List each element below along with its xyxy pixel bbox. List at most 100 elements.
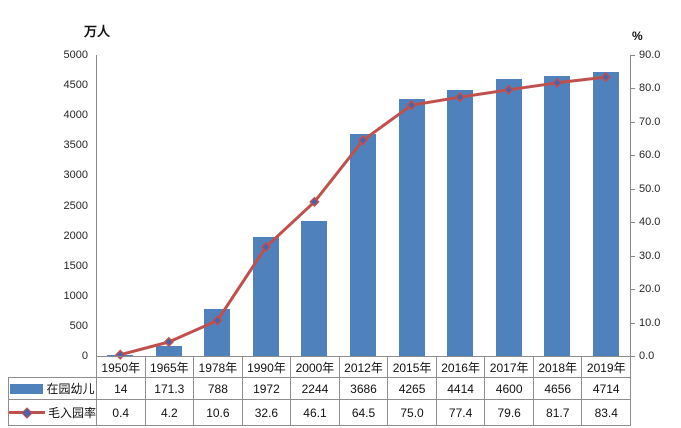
left-axis-tick-label: 0 xyxy=(81,350,88,362)
year-cell: 2000年 xyxy=(290,356,340,378)
right-axis-line xyxy=(630,55,631,356)
value-cell: 77.4 xyxy=(435,399,486,426)
right-axis-tick xyxy=(630,155,635,157)
right-axis-tick-label: 20.0 xyxy=(639,283,661,296)
line-marker xyxy=(163,336,175,348)
bar-segment xyxy=(544,75,571,356)
right-axis-tick-label: 10.0 xyxy=(639,316,661,329)
right-axis-tick-label: 90.0 xyxy=(639,49,661,61)
left-axis-tick-label: 1000 xyxy=(63,289,88,302)
bar-segment xyxy=(447,90,474,356)
value-cell: 3686 xyxy=(338,377,389,400)
right-axis-tick xyxy=(630,356,635,357)
right-axis-tick-label: 30.0 xyxy=(639,249,661,262)
left-axis-tick-label: 5000 xyxy=(63,49,88,61)
right-axis-tick-label: 50.0 xyxy=(639,182,661,195)
right-axis-tick xyxy=(630,88,635,90)
legend-cell-line: 毛入园率 xyxy=(8,399,97,426)
right-axis-tick-label: 80.0 xyxy=(639,82,661,95)
right-axis-tick xyxy=(630,121,635,123)
left-axis-tick-label: 4500 xyxy=(63,79,88,92)
left-axis-tick-label: 2500 xyxy=(63,199,88,212)
value-cell: 1972 xyxy=(241,377,292,400)
value-cell: 4414 xyxy=(435,377,486,400)
bar-segment xyxy=(398,99,425,356)
line-marker xyxy=(357,135,369,146)
right-axis-tick xyxy=(630,188,635,190)
right-axis-tick xyxy=(630,255,635,257)
left-axis-tick-label: 1500 xyxy=(63,259,88,272)
line-path xyxy=(118,75,608,357)
value-cell: 64.5 xyxy=(338,399,389,426)
table-corner-cell xyxy=(9,357,97,378)
year-cell: 1950年 xyxy=(96,356,146,378)
year-cell: 2016年 xyxy=(435,356,486,378)
line-marker xyxy=(309,196,320,208)
year-cell: 2012年 xyxy=(338,356,389,378)
right-axis-tick-label: 60.0 xyxy=(639,149,661,162)
bar-segment xyxy=(252,237,279,356)
line-marker xyxy=(406,99,417,111)
left-axis-tick-label: 500 xyxy=(69,319,88,332)
value-cell: 10.6 xyxy=(193,399,243,426)
value-cell: 788 xyxy=(193,377,243,400)
year-cell: 1978年 xyxy=(193,356,243,378)
left-axis-tick-label: 2000 xyxy=(63,229,88,242)
bar-segment xyxy=(155,345,182,356)
legend-entry: 在园幼儿 xyxy=(10,380,96,397)
bar-segment xyxy=(350,134,376,356)
right-axis-title: % xyxy=(632,29,643,43)
series-name: 在园幼儿 xyxy=(46,382,95,396)
value-cell: 4265 xyxy=(387,377,437,400)
year-cell: 2019年 xyxy=(581,356,632,378)
line-marker xyxy=(551,77,563,88)
legend-entry: 毛入园率 xyxy=(9,404,96,421)
bar-segment xyxy=(301,220,328,356)
left-axis-tick-label: 4000 xyxy=(63,109,88,122)
left-axis-tick-label: 3000 xyxy=(63,169,88,182)
left-axis-title: 万人 xyxy=(84,24,111,39)
right-axis-tick-label: 0.0 xyxy=(639,350,655,362)
value-cell: 14 xyxy=(96,377,146,400)
value-cell: 83.4 xyxy=(581,399,632,426)
value-cell: 4714 xyxy=(581,377,632,400)
year-cell: 2015年 xyxy=(387,356,437,378)
value-cell: 81.7 xyxy=(532,399,583,426)
right-axis-tick xyxy=(630,222,635,224)
line-legend-marker-icon xyxy=(9,407,45,419)
bar-segment xyxy=(495,79,522,356)
right-axis-tick xyxy=(630,322,635,324)
year-cell: 1990年 xyxy=(241,356,292,378)
line-series-svg xyxy=(115,71,611,360)
right-axis-tick-label: 70.0 xyxy=(639,115,661,128)
line-marker xyxy=(454,91,466,103)
series-name: 毛入园率 xyxy=(47,406,96,420)
line-marker xyxy=(260,241,272,253)
year-cell: 2017年 xyxy=(484,356,534,378)
right-axis-tick xyxy=(630,289,635,291)
legend-diamond-marker xyxy=(21,407,33,419)
value-cell: 75.0 xyxy=(387,399,437,426)
bar-legend-swatch-icon xyxy=(10,383,44,394)
right-axis-tick-label: 40.0 xyxy=(639,216,661,229)
data-table: 1950年 1965年 1978年 1990年 2000年 2012年 2015年 2016年… xyxy=(8,356,632,426)
value-cell: 4600 xyxy=(484,377,534,400)
right-axis-tick xyxy=(630,55,635,56)
left-axis-tick-label: 3500 xyxy=(63,139,88,152)
value-cell: 79.6 xyxy=(484,399,534,426)
value-cell: 2244 xyxy=(290,377,340,400)
value-cell: 4656 xyxy=(532,377,583,400)
value-cell: 171.3 xyxy=(144,377,195,400)
value-cell: 46.1 xyxy=(290,399,340,426)
year-cell: 1965年 xyxy=(144,356,195,378)
line-marker xyxy=(600,71,611,83)
left-axis-line xyxy=(96,55,97,356)
year-cell: 2018年 xyxy=(532,356,583,378)
plot-area xyxy=(96,55,630,360)
line-marker xyxy=(212,315,223,326)
value-cell: 32.6 xyxy=(241,399,292,426)
value-cell: 4.2 xyxy=(144,399,195,426)
legend-cell-bar: 在园幼儿 xyxy=(8,377,97,400)
bar-segment xyxy=(592,72,619,356)
